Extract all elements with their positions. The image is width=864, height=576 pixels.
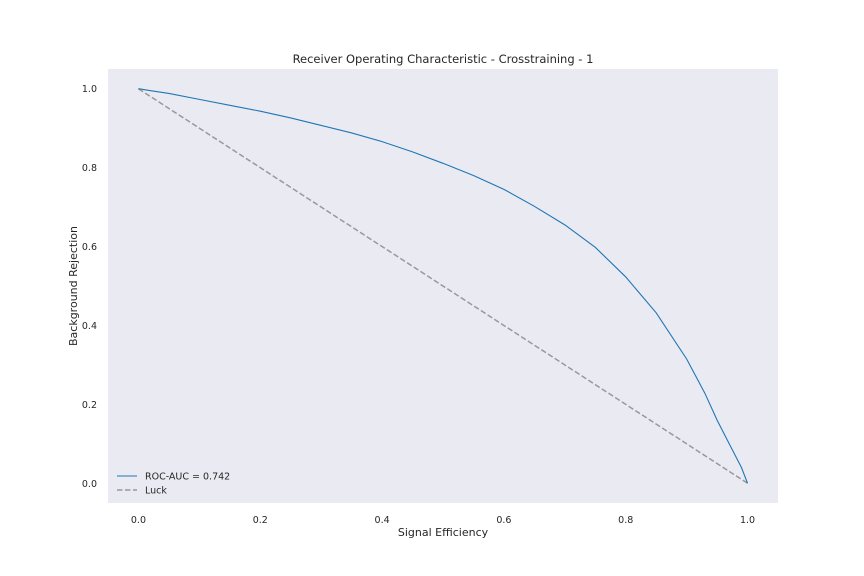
x-axis-label: Signal Efficiency: [398, 526, 489, 539]
x-tick-label: 0.0: [131, 515, 146, 526]
legend-label-luck: Luck: [145, 486, 167, 497]
y-tick-label: 0.4: [82, 321, 97, 332]
x-tick-label: 0.8: [618, 515, 633, 526]
y-tick-label: 0.0: [82, 479, 97, 490]
x-tick-label: 1.0: [740, 515, 755, 526]
luck-line: [138, 88, 748, 484]
y-axis-ticks: 0.0 0.2 0.4 0.6 0.8 1.0: [82, 84, 97, 490]
legend-label-roc: ROC-AUC = 0.742: [145, 472, 230, 483]
roc-curve-line: [138, 88, 749, 484]
y-axis-label: Background Rejection: [67, 226, 80, 346]
y-tick-label: 0.2: [82, 400, 97, 411]
x-axis-ticks: 0.0 0.2 0.4 0.6 0.8 1.0: [131, 515, 755, 526]
legend: ROC-AUC = 0.742 Luck: [117, 472, 230, 497]
y-tick-label: 1.0: [82, 84, 97, 95]
x-tick-label: 0.6: [496, 515, 511, 526]
x-tick-label: 0.4: [375, 515, 390, 526]
x-tick-label: 0.2: [253, 515, 268, 526]
y-tick-label: 0.8: [82, 163, 97, 174]
series-layer: [138, 88, 749, 484]
y-tick-label: 0.6: [82, 242, 97, 253]
chart-title: Receiver Operating Characteristic - Cros…: [293, 52, 594, 66]
